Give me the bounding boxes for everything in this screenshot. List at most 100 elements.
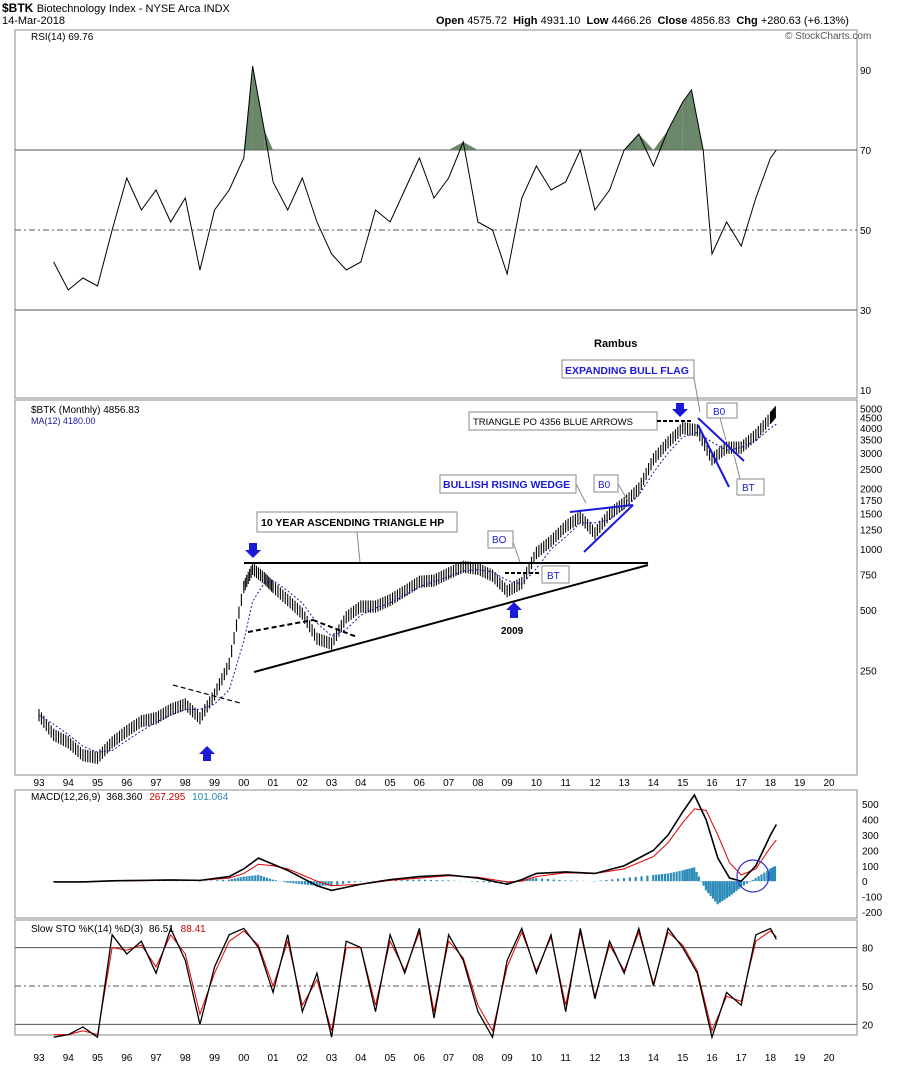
x-tick-label: 15 — [677, 1053, 689, 1064]
macd-hist-bar — [412, 879, 415, 882]
macd-panel-frame — [14, 789, 858, 919]
chart-date: 14-Mar-2018 — [2, 15, 65, 27]
price-tick-label: 1250 — [860, 526, 883, 537]
macd-legend-prefix: MACD(12,26,9) — [31, 792, 100, 803]
macd-hist-bar — [766, 870, 769, 882]
ma-legend: MA(12) 4180.00 — [31, 416, 96, 426]
macd-hist-bar — [570, 880, 573, 882]
x-tick-label: 15 — [677, 778, 689, 789]
rsi-overbought-fill — [448, 142, 464, 150]
sto-d-line — [53, 930, 777, 1036]
macd-hist-bar — [605, 879, 608, 882]
macd-hist-bar — [306, 881, 310, 885]
x-tick-label: 19 — [794, 1053, 806, 1064]
macd-hist-bar — [704, 881, 708, 891]
x-tick-label: 18 — [765, 778, 777, 789]
macd-hist-bar — [599, 880, 602, 882]
macd-tick-label: 100 — [862, 862, 879, 873]
macd-hist-bar — [697, 876, 700, 882]
open-value: 4575.72 — [467, 15, 507, 27]
macd-hist-bar — [718, 881, 722, 903]
macd-hist-bar — [535, 878, 538, 882]
macd-line — [53, 793, 778, 892]
macd-hist-bar — [298, 881, 301, 884]
mini-dashed-1 — [247, 619, 314, 633]
x-tick-label: 98 — [180, 1053, 192, 1064]
x-tick-label: 01 — [268, 1053, 280, 1064]
bo-pointer-1 — [512, 541, 521, 563]
expanding-bull-flag-label: EXPANDING BULL FLAG — [565, 365, 689, 377]
x-tick-label: 08 — [472, 778, 484, 789]
rising-wedge-lower — [583, 504, 634, 553]
bt-label-1: BT — [547, 571, 560, 582]
bo-label-3: B0 — [713, 407, 726, 418]
x-tick-label: 16 — [706, 778, 718, 789]
arrow-up-1998 — [199, 746, 215, 761]
x-tick-label: 06 — [414, 778, 426, 789]
macd-hist-bar — [318, 881, 321, 886]
macd-hist-bar — [700, 881, 703, 882]
rambus-watermark: Rambus — [594, 338, 637, 350]
macd-hist-bar — [418, 879, 421, 882]
x-tick-label: 98 — [180, 778, 192, 789]
close-value: 4856.83 — [690, 15, 731, 27]
macd-hist-bar — [336, 881, 339, 885]
rsi-overbought-fill — [668, 102, 683, 150]
macd-hist-bar — [770, 868, 773, 882]
macd-hist-bar — [265, 877, 269, 882]
open-label: Open — [436, 15, 465, 27]
rsi-panel-frame — [14, 29, 858, 399]
macd-hist-bar — [745, 881, 748, 884]
macd-hist-bar — [757, 876, 760, 882]
rsi-tick-label: 70 — [860, 146, 872, 157]
expanding-bull-flag-box — [561, 359, 695, 379]
high-label: High — [513, 15, 538, 27]
x-tick-label: 07 — [443, 1053, 455, 1064]
macd-hist-bar — [558, 879, 561, 882]
price-tick-label: 750 — [860, 570, 877, 581]
x-tick-label: 08 — [472, 1053, 484, 1064]
macd-hist-bar — [748, 881, 751, 882]
macd-hist-bar — [725, 881, 729, 899]
macd-hist-bar — [690, 867, 693, 882]
x-tick-label: 93 — [33, 1053, 45, 1064]
chg-value: +280.63 (+6.13%) — [760, 15, 849, 27]
macd-tick-label: -100 — [862, 893, 882, 904]
macd-hist-bar — [663, 873, 667, 882]
rsi-overbought-fill — [682, 90, 692, 150]
x-tick-label: 16 — [706, 1053, 718, 1064]
x-tick-label: 00 — [238, 1053, 250, 1064]
macd-hist-bar — [681, 870, 684, 882]
macd-hist-bar — [488, 881, 491, 883]
macd-hist-bar — [222, 879, 225, 882]
x-tick-label: 14 — [648, 778, 660, 789]
macd-hist-bar — [660, 874, 664, 882]
bo-box-1 — [487, 530, 514, 549]
chart-title: $BTK Biotechnology Index - NYSE Arca IND… — [2, 1, 230, 15]
macd-hist-bar — [254, 875, 257, 882]
bo-label-2: B0 — [598, 480, 611, 491]
macd-hist-bar — [702, 881, 705, 886]
macd-hist-bar — [227, 879, 231, 882]
macd-hist-bar — [341, 881, 345, 884]
macd-hist-bar — [716, 881, 719, 905]
sto-legend: Slow STO %K(14) %D(3) 86.51 88.41 — [31, 924, 206, 935]
macd-hist-bar — [283, 881, 286, 883]
macd-hist-bar — [723, 881, 726, 900]
macd-hist-bar — [546, 879, 550, 882]
macd-hist-bar — [683, 869, 686, 882]
bt-pointer-2 — [733, 454, 741, 480]
rsi-overbought-fill — [638, 134, 654, 150]
macd-hist-bar — [271, 879, 274, 882]
macd-hist-bar — [286, 881, 289, 883]
ten-year-triangle-label: 10 YEAR ASCENDING TRIANGLE HP — [261, 517, 444, 529]
macd-hist-bar — [532, 878, 535, 882]
x-tick-label: 95 — [92, 1053, 104, 1064]
x-tick-label: 14 — [648, 1053, 660, 1064]
copyright: © StockCharts.com — [785, 31, 872, 42]
x-tick-label: 17 — [736, 778, 748, 789]
x-tick-label: 99 — [209, 778, 221, 789]
low-value: 4466.26 — [611, 15, 652, 27]
